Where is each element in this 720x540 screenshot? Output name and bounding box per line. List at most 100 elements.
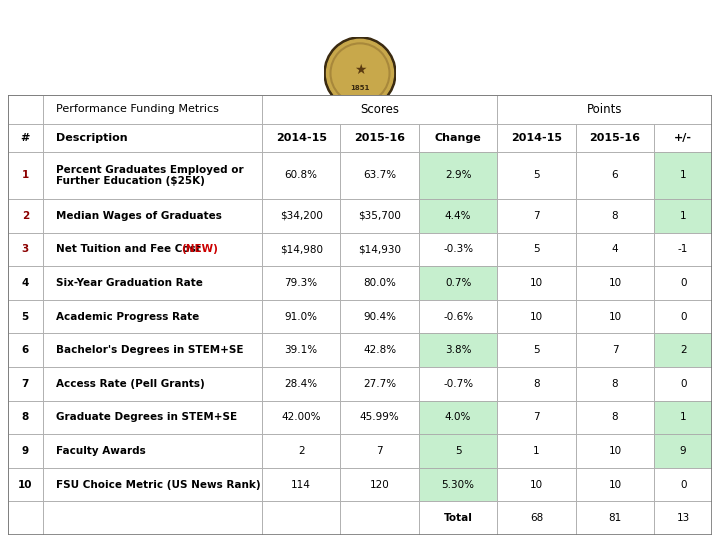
Text: 5: 5 bbox=[22, 312, 29, 321]
Bar bbox=[341, 501, 419, 535]
Text: 8: 8 bbox=[612, 379, 618, 389]
Text: 10: 10 bbox=[530, 278, 543, 288]
Bar bbox=[42, 333, 262, 367]
Text: $14,980: $14,980 bbox=[279, 244, 323, 254]
Bar bbox=[419, 233, 498, 266]
Text: +/-: +/- bbox=[674, 133, 692, 143]
Bar bbox=[654, 300, 712, 333]
Text: Points: Points bbox=[587, 103, 622, 116]
Bar bbox=[654, 367, 712, 401]
Bar bbox=[42, 468, 262, 501]
Bar bbox=[42, 124, 262, 152]
Bar bbox=[654, 501, 712, 535]
Bar bbox=[42, 95, 262, 124]
Text: 5: 5 bbox=[534, 244, 540, 254]
Text: 90.4%: 90.4% bbox=[363, 312, 396, 321]
Bar bbox=[498, 124, 576, 152]
Bar bbox=[8, 468, 42, 501]
Bar bbox=[498, 333, 576, 367]
Bar bbox=[419, 401, 498, 434]
Text: 8: 8 bbox=[22, 413, 29, 422]
Bar bbox=[498, 300, 576, 333]
Text: 39.1%: 39.1% bbox=[284, 345, 318, 355]
Text: Faculty Awards: Faculty Awards bbox=[55, 446, 145, 456]
Text: 27.7%: 27.7% bbox=[363, 379, 396, 389]
Bar bbox=[654, 468, 712, 501]
Bar bbox=[419, 124, 498, 152]
Bar bbox=[8, 152, 42, 199]
Bar bbox=[419, 333, 498, 367]
Bar bbox=[8, 95, 42, 124]
Bar bbox=[42, 266, 262, 300]
Text: 8: 8 bbox=[612, 211, 618, 221]
Text: 7: 7 bbox=[612, 345, 618, 355]
Bar bbox=[419, 501, 498, 535]
Text: Academic Progress Rate: Academic Progress Rate bbox=[55, 312, 199, 321]
Text: 9: 9 bbox=[22, 446, 29, 456]
Text: 13: 13 bbox=[677, 513, 690, 523]
Bar bbox=[8, 300, 42, 333]
Bar bbox=[262, 233, 341, 266]
Text: 0: 0 bbox=[680, 312, 686, 321]
Bar bbox=[262, 333, 341, 367]
Text: 79.3%: 79.3% bbox=[284, 278, 318, 288]
Bar bbox=[262, 199, 341, 233]
Text: Access Rate (Pell Grants): Access Rate (Pell Grants) bbox=[55, 379, 204, 389]
Bar bbox=[262, 300, 341, 333]
Bar bbox=[262, 367, 341, 401]
Bar bbox=[341, 199, 419, 233]
Text: FSU Choice Metric (US News Rank): FSU Choice Metric (US News Rank) bbox=[55, 480, 261, 490]
Text: 7: 7 bbox=[377, 446, 383, 456]
Bar bbox=[654, 434, 712, 468]
Text: 2014-15: 2014-15 bbox=[276, 133, 327, 143]
Bar bbox=[576, 367, 654, 401]
Text: Description: Description bbox=[55, 133, 127, 143]
Text: 4: 4 bbox=[612, 244, 618, 254]
Text: ★: ★ bbox=[354, 63, 366, 77]
Text: 81: 81 bbox=[608, 513, 621, 523]
Text: 2.9%: 2.9% bbox=[445, 171, 472, 180]
Text: 1: 1 bbox=[680, 171, 686, 180]
Bar bbox=[498, 468, 576, 501]
Text: 10: 10 bbox=[608, 312, 621, 321]
Bar bbox=[419, 199, 498, 233]
Text: 4.4%: 4.4% bbox=[445, 211, 472, 221]
Text: Scores: Scores bbox=[360, 103, 399, 116]
Bar bbox=[498, 401, 576, 434]
Text: 0: 0 bbox=[680, 278, 686, 288]
Bar bbox=[341, 333, 419, 367]
Bar bbox=[341, 468, 419, 501]
Bar bbox=[654, 266, 712, 300]
Bar bbox=[262, 501, 341, 535]
Bar bbox=[576, 501, 654, 535]
Text: 2014-15: 2014-15 bbox=[511, 133, 562, 143]
Bar bbox=[498, 95, 712, 124]
Bar bbox=[576, 300, 654, 333]
Text: (NEW): (NEW) bbox=[181, 244, 218, 254]
Text: 5: 5 bbox=[455, 446, 462, 456]
Text: 10: 10 bbox=[530, 312, 543, 321]
Bar bbox=[341, 152, 419, 199]
Text: 6: 6 bbox=[22, 345, 29, 355]
Text: 120: 120 bbox=[370, 480, 390, 490]
Bar bbox=[262, 468, 341, 501]
Bar bbox=[341, 300, 419, 333]
Text: 0: 0 bbox=[680, 480, 686, 490]
Bar bbox=[262, 95, 498, 124]
Text: Net Tuition and Fee Cost: Net Tuition and Fee Cost bbox=[55, 244, 204, 254]
Text: Total: Total bbox=[444, 513, 472, 523]
Bar bbox=[341, 434, 419, 468]
Text: $34,200: $34,200 bbox=[279, 211, 323, 221]
Text: $14,930: $14,930 bbox=[358, 244, 401, 254]
Text: 68: 68 bbox=[530, 513, 543, 523]
Bar bbox=[8, 333, 42, 367]
Text: 2015-16: 2015-16 bbox=[590, 133, 641, 143]
Text: 10: 10 bbox=[608, 278, 621, 288]
Bar bbox=[42, 367, 262, 401]
Text: 8: 8 bbox=[534, 379, 540, 389]
Text: 7: 7 bbox=[534, 413, 540, 422]
Text: -1: -1 bbox=[678, 244, 688, 254]
Bar bbox=[419, 300, 498, 333]
Bar bbox=[42, 401, 262, 434]
Bar bbox=[654, 401, 712, 434]
